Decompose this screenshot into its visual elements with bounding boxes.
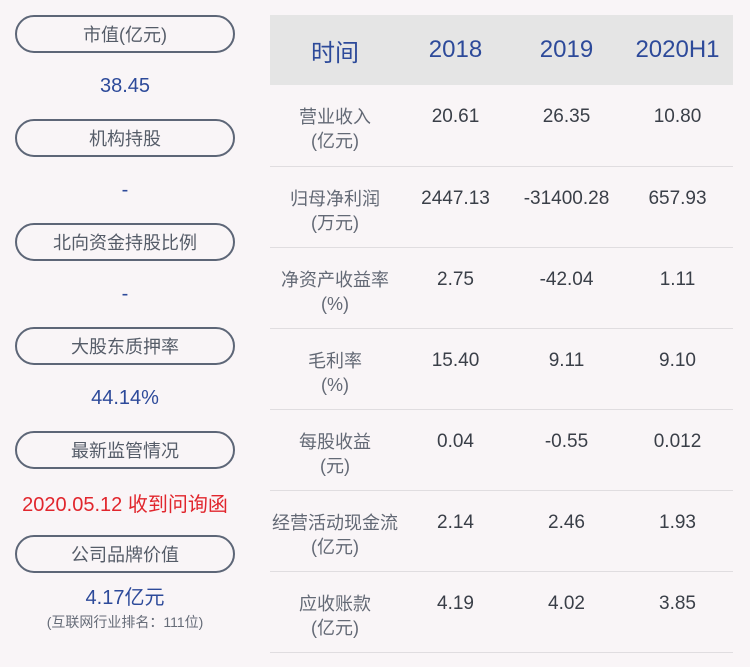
table-cell: 2.75	[400, 247, 511, 329]
table-cell: 4.02	[511, 571, 622, 653]
table-cell: -0.55	[511, 409, 622, 491]
row-label-name: 净资产收益率	[281, 269, 389, 290]
metric-value: 4.17亿元 (互联网行业排名：111位)	[15, 573, 235, 639]
row-label-unit: (亿元)	[311, 617, 359, 638]
table-cell: 657.93	[622, 166, 733, 248]
metric-subtext: (互联网行业排名：111位)	[46, 613, 204, 630]
table-row: 净资产收益率 (%) 2.75 -42.04 1.11	[270, 247, 733, 329]
header-cell: 2020H1	[622, 15, 733, 85]
table-cell: 10.80	[622, 85, 733, 167]
table-header-row: 时间 2018 2019 2020H1	[270, 15, 733, 85]
row-label: 经营活动现金流 (亿元)	[270, 490, 400, 572]
metric-value-text: -	[121, 282, 129, 305]
metric-label-pill: 机构持股	[15, 119, 235, 157]
row-label: 归母净利润 (万元)	[270, 166, 400, 248]
table-cell: 2.14	[400, 490, 511, 572]
table-cell: -31400.28	[511, 166, 622, 248]
row-label-name: 营业收入	[299, 107, 371, 127]
metric-value-text: -	[121, 178, 129, 201]
row-label-unit: (亿元)	[311, 131, 359, 151]
table-cell: 26.35	[511, 85, 622, 167]
metric-value-text: 38.45	[99, 74, 151, 97]
row-label-unit: (%)	[321, 293, 349, 314]
metric-value: -	[15, 261, 235, 327]
table-cell: 9.10	[622, 328, 733, 410]
table-row: 归母净利润 (万元) 2447.13 -31400.28 657.93	[270, 166, 733, 248]
row-label-unit: (元)	[320, 455, 350, 476]
metric-label-pill: 市值(亿元)	[15, 15, 235, 53]
table-cell: 4.19	[400, 571, 511, 653]
company-summary-panel: 市值(亿元) 38.45 机构持股 - 北向资金持股比例 - 大股东质押率 44…	[15, 15, 235, 639]
row-label: 毛利率 (%)	[270, 328, 400, 410]
metric-value-text: 4.17亿元	[85, 586, 165, 609]
row-label-name: 每股收益	[299, 431, 371, 452]
row-label: 营业收入 (亿元)	[270, 85, 400, 167]
metric-value-text: 2020.05.12 收到问询函	[22, 493, 228, 516]
table-row: 经营活动现金流 (亿元) 2.14 2.46 1.93	[270, 490, 733, 572]
row-label: 净资产收益率 (%)	[270, 247, 400, 329]
table-cell: 1.93	[622, 490, 733, 572]
table-row: 毛利率 (%) 15.40 9.11 9.10	[270, 328, 733, 410]
header-cell: 2018	[400, 15, 511, 85]
table-cell: 15.40	[400, 328, 511, 410]
metric-label-pill: 大股东质押率	[15, 327, 235, 365]
row-label-unit: (万元)	[311, 212, 359, 233]
table-cell: 20.61	[400, 85, 511, 167]
table-row: 营业收入 (亿元) 20.61 26.35 10.80	[270, 85, 733, 167]
table-cell: 1.11	[622, 247, 733, 329]
financial-table: 时间 2018 2019 2020H1 营业收入 (亿元) 20.61 26.35 1…	[270, 15, 733, 653]
table-cell: -42.04	[511, 247, 622, 329]
table-cell: 2.46	[511, 490, 622, 572]
table-cell: 3.85	[622, 571, 733, 653]
table-cell: 0.04	[400, 409, 511, 491]
table-cell: 9.11	[511, 328, 622, 410]
metric-value-text: 44.14%	[91, 386, 159, 409]
metric-value: 38.45	[15, 53, 235, 119]
row-label-unit: (亿元)	[311, 536, 359, 557]
metric-value: 2020.05.12 收到问询函	[15, 469, 235, 535]
table-row: 应收账款 (亿元) 4.19 4.02 3.85	[270, 571, 733, 653]
metric-value: -	[15, 157, 235, 223]
table-row: 每股收益 (元) 0.04 -0.55 0.012	[270, 409, 733, 491]
metric-label-pill: 公司品牌价值	[15, 535, 235, 573]
metric-label-pill: 最新监管情况	[15, 431, 235, 469]
row-label-name: 毛利率	[308, 350, 362, 371]
row-label-unit: (%)	[321, 374, 349, 395]
header-cell: 时间	[270, 15, 400, 85]
header-cell: 2019	[511, 15, 622, 85]
metric-value: 44.14%	[15, 365, 235, 431]
row-label: 应收账款 (亿元)	[270, 571, 400, 653]
metric-label-pill: 北向资金持股比例	[15, 223, 235, 261]
row-label: 每股收益 (元)	[270, 409, 400, 491]
row-label-name: 应收账款	[299, 593, 371, 614]
row-label-name: 归母净利润	[290, 188, 380, 209]
table-cell: 0.012	[622, 409, 733, 491]
row-label-name: 经营活动现金流	[272, 512, 398, 533]
table-cell: 2447.13	[400, 166, 511, 248]
